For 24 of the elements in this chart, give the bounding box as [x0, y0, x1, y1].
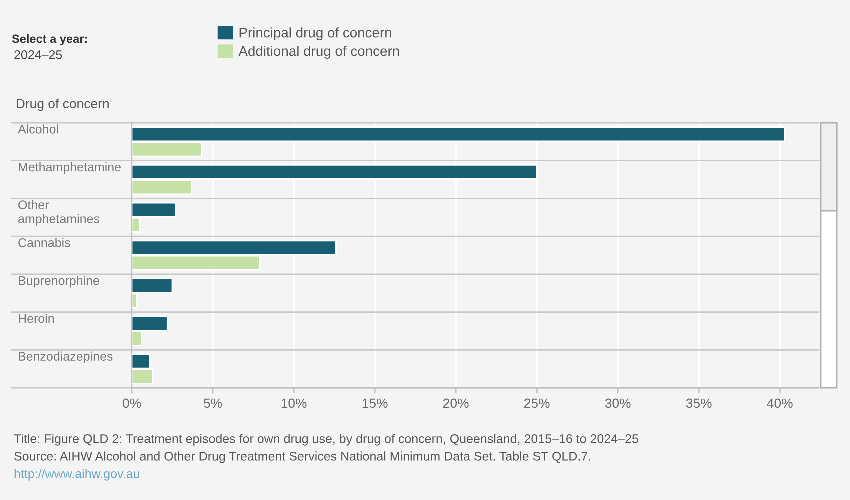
x-tick-label: 30% [605, 398, 631, 408]
y-axis-title: Drug of concern [16, 98, 109, 112]
y-tick-label: Other amphetamines [18, 200, 100, 226]
x-tick-label: 35% [686, 398, 712, 408]
x-tick-label: 5% [204, 398, 222, 408]
x-tick-label: 40% [767, 398, 793, 408]
y-tick-label: Benzodiazepines [19, 352, 113, 364]
text: http://www.aihw.gov.au [14, 469, 140, 481]
legend-label: Additional drug of concern [238, 46, 400, 59]
y-tick-label: Heroin [19, 314, 54, 324]
text: 2024–25 [14, 50, 62, 60]
x-tick-label: 10% [282, 398, 307, 408]
legend-label: Principal drug of concern [240, 28, 392, 41]
text: Select a year: [12, 34, 87, 46]
y-tick-label: Cannabis [18, 238, 70, 248]
x-tick-label: 25% [524, 398, 550, 408]
x-tick-label: 20% [444, 398, 469, 408]
y-tick-label: Alcohol [18, 124, 58, 134]
x-tick-label: 15% [362, 398, 388, 408]
source-note: Source: AIHW Alcohol and Other Drug Treatment Services National Minimum Data Set. Table ST QLD.7. [14, 452, 590, 464]
x-tick-label: 0% [122, 398, 142, 408]
y-tick-label: Methamphetamine [19, 162, 121, 174]
text: Title: Figure QLD 2: Treatment episodes for own drug use, by drug of concern, Queensland, 2015–16 to 2024–25 [14, 434, 638, 446]
y-tick-label: Buprenorphine [19, 276, 100, 288]
